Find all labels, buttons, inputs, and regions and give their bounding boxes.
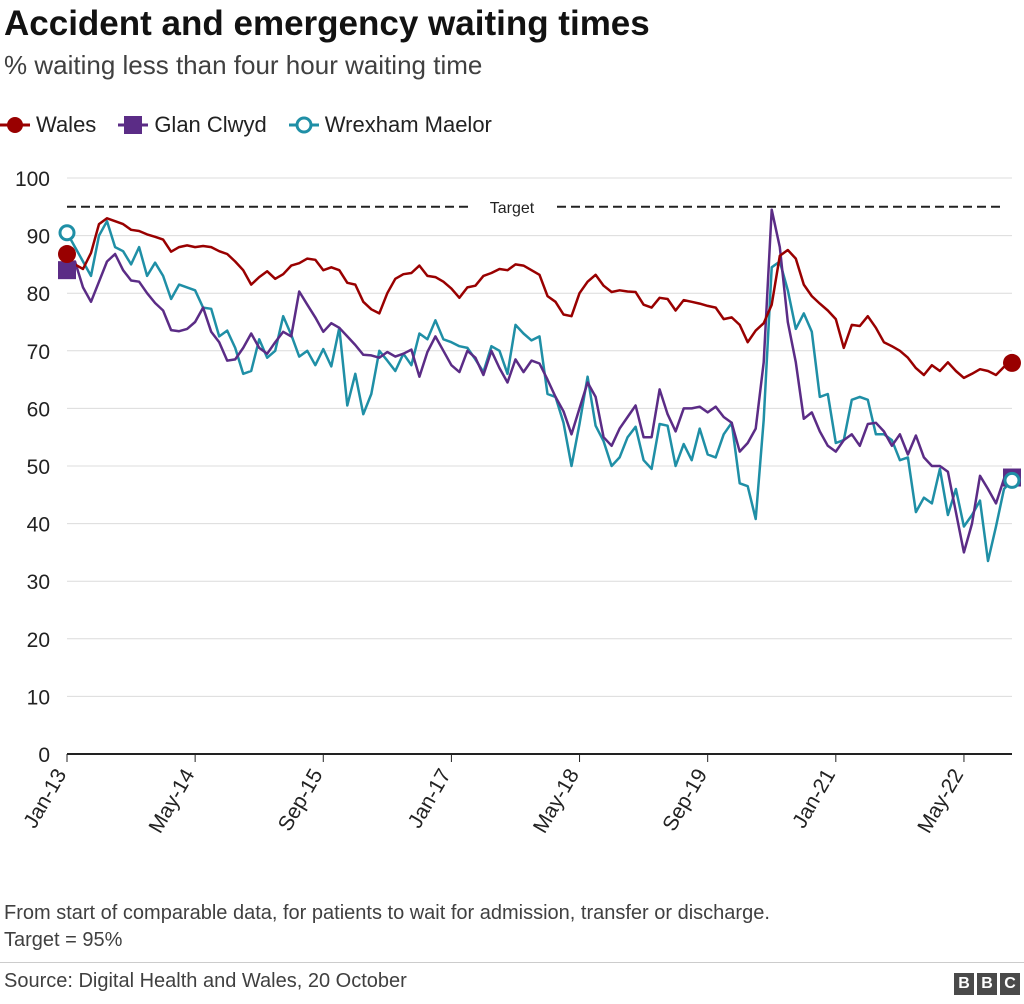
x-tick-label: Jan-17	[404, 765, 456, 832]
series-line-wrexham-maelor	[65, 219, 1013, 563]
y-tick-label: 20	[27, 629, 50, 652]
footnote-line-2: Target = 95%	[4, 929, 123, 951]
x-tick-label: May-14	[145, 765, 200, 837]
x-tick-label: Jan-21	[788, 765, 840, 832]
legend-item-wales: Wales	[0, 112, 96, 138]
bbc-logo-letter: B	[977, 973, 997, 995]
legend-marker-wales-icon	[0, 117, 30, 133]
axis-layer: 0 10 20 30 40 50 60 70 80 90 100 Jan-13 May-14 Sep-15…	[15, 168, 1012, 837]
y-tick-label: 90	[27, 226, 50, 249]
legend-item-wrexham-maelor: Wrexham Maelor	[288, 112, 492, 138]
y-tick-label: 10	[27, 686, 50, 709]
legend-item-glan-clwyd: Glan Clwyd	[118, 112, 267, 138]
legend-marker-wrexham-maelor-icon	[288, 116, 319, 134]
series-layer	[58, 208, 1021, 563]
series-line-glan-clwyd	[66, 208, 1013, 554]
wales-end-marker	[1003, 353, 1021, 372]
y-tick-label: 30	[27, 571, 50, 594]
bbc-logo-letter: C	[1000, 973, 1020, 995]
y-tick-label: 0	[38, 744, 50, 767]
y-tick-label: 40	[27, 514, 50, 537]
x-tick-label: Sep-19	[658, 765, 712, 835]
wrexham-maelor-end-marker	[1003, 471, 1021, 489]
y-tick-label: 80	[27, 283, 50, 306]
y-tick-label: 100	[15, 168, 50, 191]
footer-divider	[0, 962, 1024, 963]
glan-clwyd-end-marker	[58, 261, 76, 280]
x-tick-label: May-18	[529, 765, 584, 837]
chart-title: Accident and emergency waiting times	[4, 4, 650, 43]
x-tick-label: Jan-13	[19, 765, 71, 832]
footnote: From start of comparable data, for patie…	[4, 900, 770, 954]
legend-label-wrexham-maelor: Wrexham Maelor	[324, 112, 492, 137]
bbc-logo: B B C	[954, 973, 1020, 995]
chart-legend: Wales Glan Clwyd Wrexham Maelor	[0, 110, 514, 140]
y-tick-label: 70	[27, 341, 50, 364]
y-tick-label: 50	[27, 456, 50, 479]
legend-marker-glan-clwyd-icon	[118, 116, 149, 134]
x-tick-label: May-22	[913, 765, 968, 837]
x-tick-label: Sep-15	[274, 765, 328, 835]
wales-end-marker	[58, 245, 76, 264]
footnote-line-1: From start of comparable data, for patie…	[4, 902, 770, 924]
y-tick-label: 60	[27, 398, 50, 421]
bbc-logo-letter: B	[954, 973, 974, 995]
wrexham-maelor-end-marker	[58, 224, 76, 242]
chart-subtitle: % waiting less than four hour waiting ti…	[4, 50, 483, 80]
line-chart: Target 0 10 20 30 40 50 60 70 80 90 100 Jan-13 May-1…	[15, 168, 1021, 837]
source-note: Source: Digital Health and Wales, 20 Oct…	[4, 970, 407, 992]
target-layer: Target	[67, 200, 1000, 217]
legend-label-wales: Wales	[36, 112, 97, 137]
target-label: Target	[490, 200, 535, 217]
legend-label-glan-clwyd: Glan Clwyd	[154, 112, 267, 137]
grid-layer	[67, 177, 1012, 697]
series-line-wales	[66, 217, 1013, 380]
